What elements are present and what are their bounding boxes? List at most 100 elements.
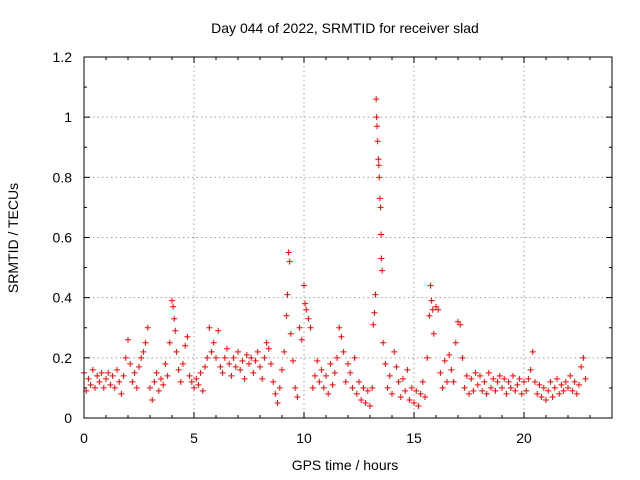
data-point-12 [107,381,114,388]
data-point-142 [374,123,381,130]
data-point-116 [325,390,332,397]
data-point-122 [338,333,345,340]
data-point-156 [389,390,395,397]
data-point-195 [470,387,477,394]
data-point-168 [415,402,422,409]
data-point-73 [237,366,244,373]
data-point-8 [98,369,105,376]
data-point-140 [373,96,380,103]
data-point-153 [382,360,389,367]
data-point-172 [424,354,431,361]
data-point-176 [429,306,436,313]
data-point-127 [349,384,356,391]
x-tick-label-2: 10 [296,430,312,446]
data-point-71 [232,363,239,370]
data-point-101 [294,393,301,400]
data-point-31 [149,396,156,403]
data-point-166 [411,399,417,406]
data-point-192 [463,372,470,379]
data-point-57 [202,363,208,370]
y-tick-label-4: 0.8 [53,169,73,185]
data-point-59 [206,324,213,331]
data-point-123 [340,348,347,355]
data-point-36 [160,381,167,388]
data-point-170 [419,378,426,385]
data-point-147 [376,195,383,202]
data-point-222 [529,348,536,355]
data-point-91 [276,384,283,391]
data-point-177 [430,330,437,337]
data-point-100 [292,384,299,391]
data-point-230 [547,378,554,385]
data-point-75 [241,375,248,382]
data-point-83 [259,375,266,382]
data-point-163 [404,366,411,373]
data-point-62 [213,354,219,361]
data-point-44 [173,348,180,355]
data-point-84 [261,354,268,361]
x-tick-labels: 0 5 10 15 20 [80,430,532,446]
data-point-151 [379,267,386,274]
data-point-233 [554,375,560,382]
data-point-126 [347,369,354,376]
data-point-92 [279,366,285,373]
grid-lines [84,57,612,418]
data-point-157 [391,348,398,355]
data-point-6 [94,372,101,379]
data-point-246 [582,375,589,382]
data-point-17 [118,390,125,397]
data-point-49 [184,333,191,340]
data-point-175 [428,297,435,304]
data-point-164 [406,396,413,403]
data-point-143 [374,138,381,145]
data-point-111 [314,357,321,364]
data-point-162 [402,387,409,394]
data-point-132 [360,384,367,391]
data-point-239 [567,372,574,379]
data-point-208 [499,384,505,391]
data-point-184 [446,351,453,358]
data-point-81 [254,348,261,355]
data-point-13 [109,372,116,379]
data-point-125 [345,360,351,367]
data-point-85 [263,339,270,346]
data-point-181 [439,384,446,391]
data-point-229 [545,387,552,394]
data-point-218 [521,378,527,385]
data-point-2 [85,375,92,382]
data-point-96 [285,249,292,256]
data-point-129 [353,390,360,397]
data-point-74 [239,357,246,364]
data-point-112 [316,378,323,385]
data-point-244 [578,363,585,370]
data-point-41 [170,303,177,310]
data-point-90 [274,399,281,406]
data-point-189 [457,321,464,328]
data-point-149 [378,231,384,238]
data-point-146 [376,174,383,181]
x-tick-label-0: 0 [80,430,88,446]
data-point-155 [386,372,393,379]
plot-frame [83,56,613,419]
data-point-210 [503,390,510,397]
data-point-23 [131,369,138,376]
data-point-150 [378,255,385,262]
data-point-34 [155,387,162,394]
data-point-241 [571,378,578,385]
data-point-102 [296,324,303,331]
data-point-216 [516,375,523,382]
data-point-134 [364,387,371,394]
data-point-80 [252,357,259,364]
data-point-183 [444,378,450,385]
data-point-63 [215,327,222,334]
data-point-25 [136,363,142,370]
data-point-232 [551,384,558,391]
data-point-203 [488,384,494,391]
data-point-46 [177,378,184,385]
data-point-79 [250,369,257,376]
y-tick-label-6: 1.2 [53,49,73,65]
data-point-104 [301,282,307,289]
data-point-29 [144,324,151,331]
data-point-217 [518,390,525,397]
data-point-110 [312,372,318,379]
